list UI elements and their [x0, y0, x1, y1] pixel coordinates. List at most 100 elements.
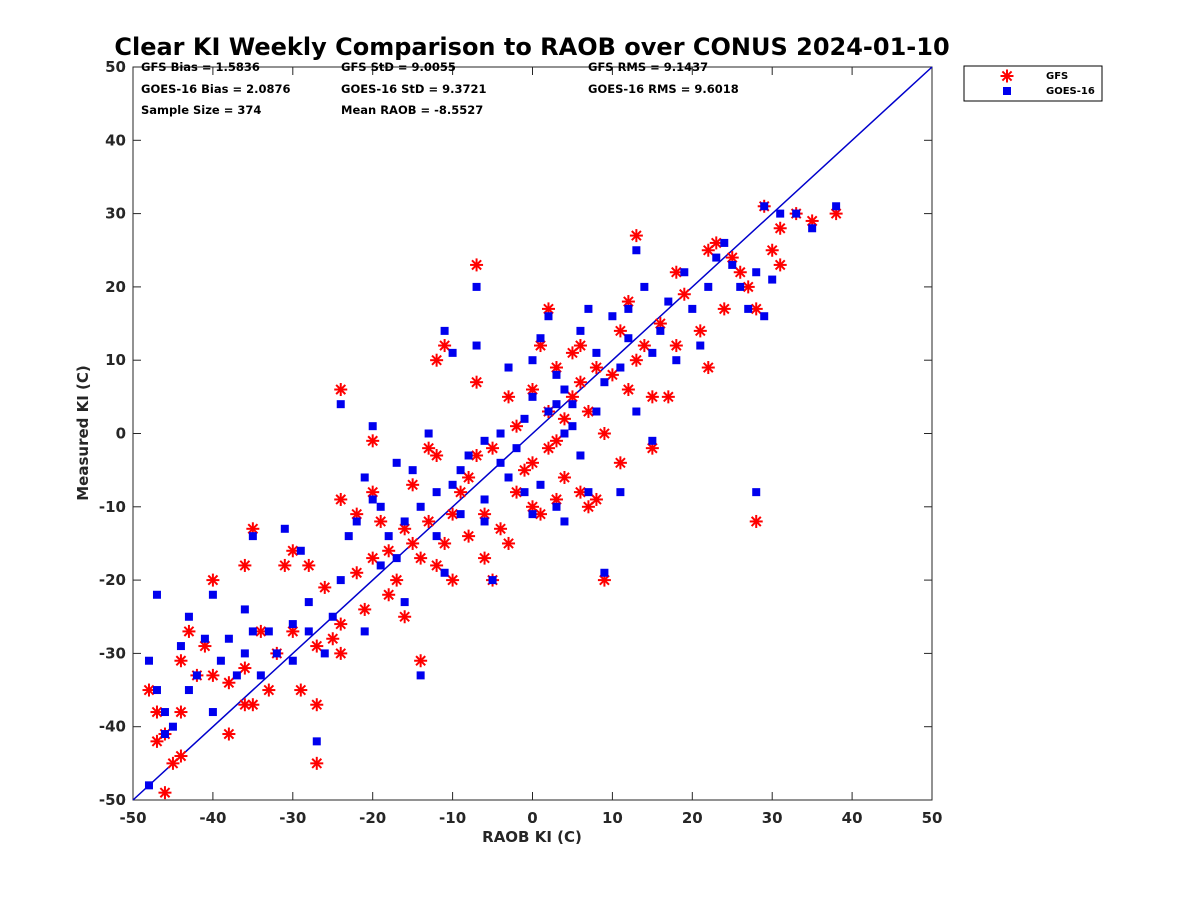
goes-16-point	[688, 304, 697, 313]
gfs-point	[406, 536, 420, 550]
goes-16-point	[512, 444, 521, 453]
goes-16-point	[248, 627, 257, 636]
gfs-point	[414, 654, 428, 668]
goes-16-point	[472, 341, 481, 350]
goes-16-point	[200, 634, 209, 643]
x-tick-label: -40	[199, 809, 226, 827]
gfs-point	[773, 221, 787, 235]
gfs-point	[446, 573, 460, 587]
gfs-point	[238, 558, 252, 572]
goes-16-point	[728, 260, 737, 269]
gfs-point	[374, 514, 388, 528]
y-tick-label: 20	[105, 278, 126, 296]
gfs-point	[510, 419, 524, 433]
gfs-point	[541, 302, 555, 316]
gfs-point	[470, 258, 484, 272]
goes-16-point	[616, 363, 625, 372]
gfs-point	[246, 698, 260, 712]
goes-16-point	[720, 238, 729, 247]
legend-goes-16-square	[1003, 87, 1011, 95]
goes-16-point	[632, 407, 641, 416]
gfs-point	[597, 427, 611, 440]
goes-16-point	[248, 532, 257, 541]
goes-16-point	[792, 209, 801, 218]
goes-16-point	[584, 488, 593, 497]
goes-16-point	[264, 627, 273, 636]
goes-16-point	[744, 304, 753, 313]
gfs-point	[573, 375, 587, 389]
x-tick-label: 30	[762, 809, 783, 827]
gfs-point	[518, 463, 532, 477]
x-tick-label: -30	[279, 809, 306, 827]
x-tick-label: 0	[527, 809, 537, 827]
goes-16-point	[768, 275, 777, 284]
stats-block: GFS Bias = 1.5836 GFS StD = 9.0055 GFS R…	[141, 60, 739, 117]
goes-16-point	[216, 656, 225, 665]
gfs-point	[526, 456, 539, 470]
goes-16-point	[144, 656, 153, 665]
goes-16-point	[376, 502, 385, 511]
gfs-point	[589, 361, 603, 375]
gfs-point	[581, 405, 595, 419]
goes-16-point	[712, 253, 721, 262]
x-tick-label: 10	[602, 809, 623, 827]
goes-16-point	[544, 407, 553, 416]
one-to-one-reference-line	[132, 66, 933, 801]
goes-16-point	[480, 436, 489, 445]
gfs-point	[366, 434, 380, 448]
y-tick-label: 30	[105, 205, 126, 223]
goes-16-point	[624, 304, 633, 313]
stat-mean-raob: Mean RAOB = -8.5527	[341, 103, 483, 117]
x-tick-label: -10	[439, 809, 466, 827]
x-tick-label: 50	[922, 809, 943, 827]
y-tick-label: -20	[99, 571, 126, 589]
gfs-point	[294, 683, 308, 697]
goes-16-point	[480, 495, 489, 504]
stat-sample-size: Sample Size = 374	[141, 103, 261, 117]
goes-16-point	[704, 282, 713, 291]
goes-16-point	[184, 686, 193, 695]
y-tick-label: 0	[116, 425, 126, 443]
goes-16-point	[560, 429, 569, 438]
goes-16-point	[760, 312, 769, 321]
goes-16-point	[496, 458, 505, 467]
y-tick-label: -40	[99, 718, 126, 736]
gfs-point	[605, 368, 619, 382]
gfs-point	[278, 558, 292, 572]
gfs-point	[557, 412, 571, 426]
y-tick-label: 50	[105, 58, 126, 76]
gfs-point	[645, 390, 659, 404]
goes-16-point	[304, 598, 313, 607]
goes-16-point	[664, 297, 673, 306]
gfs-point	[334, 383, 348, 397]
gfs-point	[286, 624, 300, 638]
goes-16-point	[680, 268, 689, 277]
x-axis-label: RAOB KI (C)	[482, 828, 582, 846]
goes-16-point	[472, 282, 481, 291]
goes-16-point	[616, 488, 625, 497]
gfs-point	[398, 610, 412, 624]
gfs-point	[382, 544, 396, 558]
goes-16-point	[576, 451, 585, 460]
gfs-point	[158, 786, 172, 800]
gfs-point	[454, 485, 468, 499]
x-tick-label: -50	[119, 809, 146, 827]
gfs-point	[462, 529, 476, 543]
gfs-point	[749, 514, 763, 528]
goes-16-point	[456, 466, 465, 475]
goes-16-point	[808, 224, 817, 233]
goes-16-point	[560, 517, 569, 526]
goes-16-point	[544, 312, 553, 321]
gfs-point	[238, 661, 252, 675]
gfs-point	[470, 375, 484, 389]
gfs-point	[310, 756, 324, 770]
goes-16-point	[280, 524, 289, 533]
gfs-point	[613, 324, 627, 338]
goes-16-point	[448, 348, 457, 357]
goes-16-point	[624, 334, 633, 343]
goes-16-point	[416, 671, 425, 680]
goes-16-point	[376, 561, 385, 570]
goes-16-point	[504, 363, 513, 372]
gfs-point	[502, 390, 516, 404]
